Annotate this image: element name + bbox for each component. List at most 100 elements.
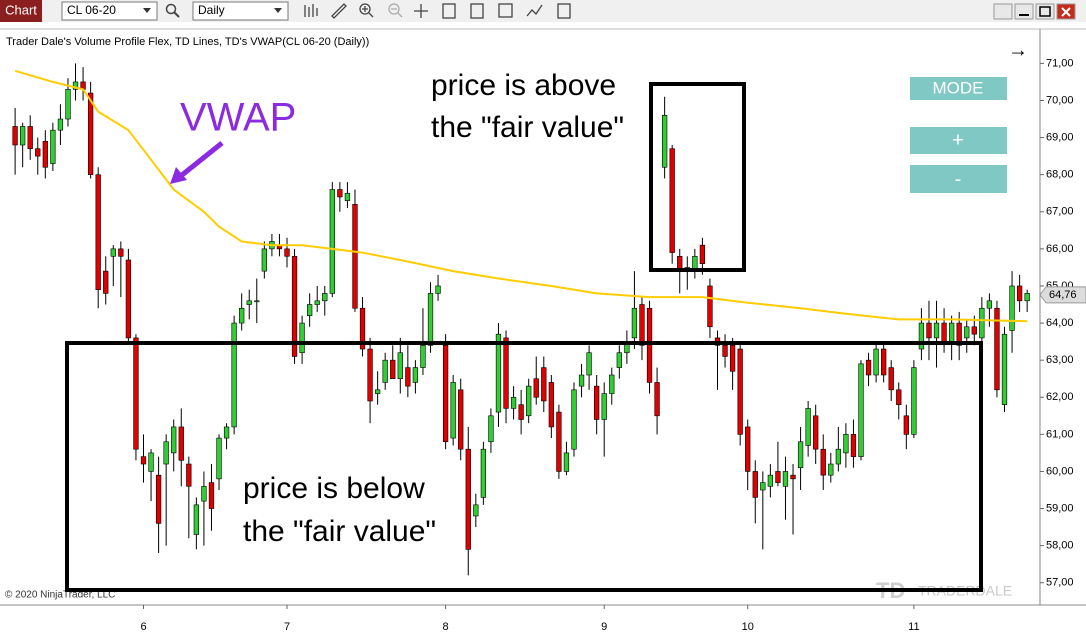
candle-body	[201, 485, 207, 502]
candle-body	[843, 434, 849, 454]
candle-body	[367, 348, 373, 402]
candle-body	[729, 345, 736, 372]
y-tick-label: 61,00	[1046, 428, 1074, 440]
maximize-glyph	[1039, 6, 1051, 17]
template-icon[interactable]	[498, 3, 513, 18]
candle-body	[427, 293, 434, 346]
last-price-box	[1039, 286, 1086, 304]
search-icon[interactable]	[165, 3, 177, 15]
candle-body	[118, 248, 124, 257]
candle-body	[110, 248, 116, 257]
interval-label: Daily	[198, 3, 225, 17]
list-icon[interactable]	[557, 3, 571, 19]
x-tick-label: 10	[742, 621, 754, 633]
minimize-button[interactable]	[1014, 3, 1034, 20]
vwap-arrowhead	[170, 167, 187, 184]
candle-body	[412, 367, 419, 383]
candle-body	[835, 448, 841, 465]
minus-button[interactable]	[910, 165, 1007, 193]
candle-body	[72, 81, 79, 90]
candle-body	[359, 307, 366, 350]
candle-body	[473, 504, 479, 517]
y-tick-label: 58,00	[1046, 540, 1074, 552]
candle-body	[948, 322, 955, 342]
candle-body	[435, 285, 441, 294]
candle-body	[208, 482, 215, 509]
candle-body	[27, 126, 33, 150]
candle-body	[881, 348, 887, 376]
candle-body	[979, 307, 985, 339]
strategy-icon[interactable]	[470, 3, 484, 19]
zoom-in-icon[interactable]	[359, 3, 371, 15]
bars-icon[interactable]	[304, 4, 318, 17]
y-tick-label: 71,00	[1046, 57, 1074, 69]
candle-body	[782, 471, 789, 487]
candle-body	[65, 89, 71, 120]
candle-body	[896, 389, 902, 405]
candle-body	[140, 456, 147, 465]
candle-body	[760, 482, 766, 491]
candle-body	[442, 345, 449, 443]
indicator-icon[interactable]	[526, 4, 543, 17]
chart-tab-label: Chart	[5, 2, 37, 17]
candle-body	[813, 415, 819, 450]
candle-body	[926, 322, 932, 339]
candle-body	[661, 115, 668, 168]
candle-body	[133, 337, 139, 450]
candle-body	[178, 426, 184, 461]
candle-body	[775, 471, 781, 483]
x-tick-label: 11	[908, 621, 919, 633]
candle-body	[314, 300, 320, 305]
scroll-arrow[interactable]: →	[1008, 39, 1028, 61]
candle-body	[964, 326, 970, 339]
candle-body	[291, 255, 298, 357]
candle-body	[654, 382, 660, 417]
candle-body	[699, 244, 706, 265]
candle-body	[148, 452, 154, 472]
candle-body	[631, 307, 638, 339]
candle-body	[374, 389, 381, 394]
candle-body	[828, 463, 834, 476]
plus-button-label: +	[952, 129, 964, 151]
candle-body	[495, 333, 502, 413]
candle-body	[873, 348, 879, 376]
candle-body	[186, 463, 192, 487]
candle-body	[1009, 285, 1015, 331]
instrument-select[interactable]	[61, 1, 158, 21]
y-tick-label: 70,00	[1046, 94, 1074, 106]
candle-body	[578, 374, 585, 387]
mode-button-label: MODE	[933, 78, 984, 97]
candle-body	[526, 385, 532, 417]
y-tick-label: 69,00	[1046, 131, 1074, 143]
mode-button[interactable]	[910, 77, 1007, 100]
candle-body	[571, 389, 577, 450]
candle-body	[87, 92, 94, 175]
candle-body	[352, 204, 358, 309]
candle-body	[865, 359, 872, 376]
candle-body	[284, 248, 290, 257]
candle-body	[888, 367, 894, 391]
chart-tab[interactable]	[0, 0, 42, 22]
zoom-out-icon[interactable]	[388, 3, 400, 15]
candle-body	[918, 322, 925, 350]
candle-body	[35, 148, 41, 157]
candle-body	[556, 411, 562, 472]
candle-body	[911, 367, 917, 435]
candle-body	[193, 504, 200, 535]
draw-icon[interactable]	[331, 3, 347, 19]
candle-body	[57, 118, 64, 131]
y-tick-label: 68,00	[1046, 169, 1074, 181]
candle-body	[223, 426, 230, 439]
properties-icon[interactable]	[442, 3, 456, 19]
crosshair-icon[interactable]	[414, 4, 428, 18]
candle-body	[50, 129, 56, 164]
candle-body	[125, 259, 132, 339]
candle-body	[337, 189, 343, 198]
window-button[interactable]	[993, 3, 1013, 20]
plus-button[interactable]	[910, 127, 1007, 154]
interval-select[interactable]	[192, 1, 289, 21]
y-tick-label: 59,00	[1046, 502, 1074, 514]
candle-body	[594, 385, 600, 420]
candle-body	[510, 396, 517, 409]
